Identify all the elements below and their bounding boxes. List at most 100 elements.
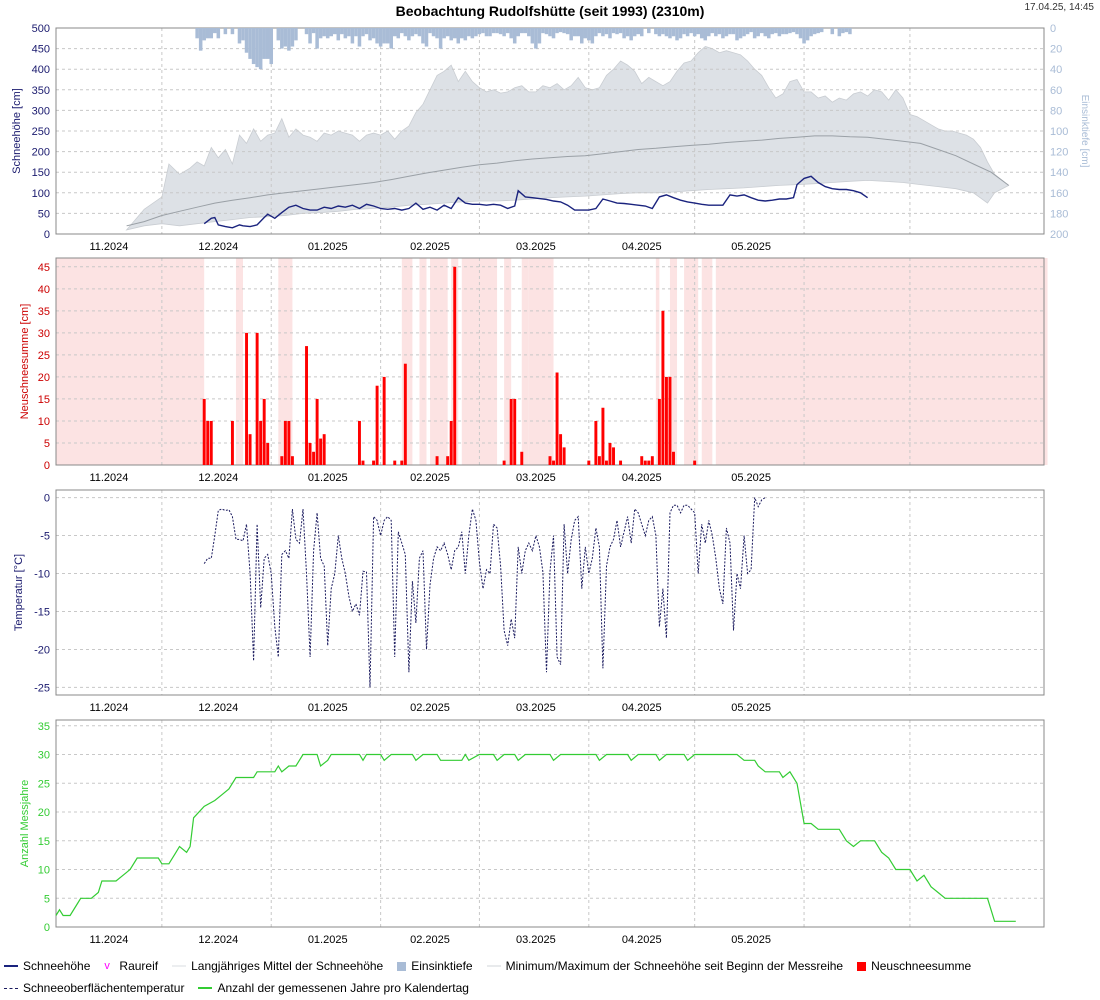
penetration-bar — [555, 28, 559, 34]
penetration-bar — [685, 28, 690, 37]
new-snow-bar — [548, 456, 552, 465]
penetration-bar — [198, 28, 203, 51]
penetration-bar — [435, 28, 439, 39]
x-tick-label: 12.2024 — [198, 241, 238, 253]
penetration-bar — [269, 28, 274, 65]
missing-data-band — [701, 258, 713, 465]
penetration-bar — [587, 28, 591, 41]
x-tick-label: 02.2025 — [410, 241, 450, 253]
y-tick-label: 30 — [38, 328, 50, 340]
y-tick-label: 5 — [44, 893, 50, 905]
penetration-bar — [756, 28, 760, 37]
penetration-bar — [502, 28, 506, 37]
x-tick-label: 03.2025 — [516, 472, 556, 484]
penetration-bar — [230, 28, 235, 35]
missing-data-band — [521, 258, 529, 465]
y-tick-label: 200 — [32, 147, 50, 159]
y-tick-label: 400 — [32, 64, 50, 76]
new-snow-bar — [612, 447, 615, 465]
penetration-bar — [392, 28, 397, 37]
new-snow-bar — [322, 434, 326, 465]
legend-label-rime: Raureif — [119, 959, 159, 973]
y-tick-label: 10 — [38, 865, 50, 877]
penetration-bar — [424, 28, 429, 47]
new-snow-bar — [640, 456, 644, 465]
new-snow-bar — [446, 456, 450, 465]
y-axis-label: Neuschneesumme [cm] — [19, 304, 31, 420]
penetration-bar — [505, 28, 510, 34]
new-snow-bar — [393, 460, 397, 465]
penetration-bar — [615, 28, 619, 35]
penetration-bar — [816, 28, 820, 34]
penetration-bar — [805, 28, 810, 41]
new-snow-bar — [202, 398, 206, 465]
penetration-bar — [491, 28, 496, 34]
penetration-bar — [368, 28, 372, 41]
y-tick-label: 0 — [44, 460, 50, 472]
penetration-bar — [456, 28, 461, 44]
new-snow-bar — [266, 442, 270, 465]
penetration-bar — [654, 28, 658, 35]
mean-depth-line — [126, 135, 1009, 227]
missing-data-band — [278, 258, 293, 465]
x-tick-label: 02.2025 — [410, 702, 450, 714]
legend-item-years: Anzahl der gemessenen Jahre pro Kalender… — [198, 981, 469, 995]
penetration-bar — [216, 28, 221, 39]
penetration-bar — [661, 28, 665, 35]
y2-tick-label: 180 — [1050, 208, 1068, 220]
penetration-bar — [205, 28, 210, 39]
new-snow-bar — [608, 442, 612, 465]
legend-item-snow-depth: Schneehöhe — [4, 959, 90, 973]
legend: Schneehöhe v Raureif Langjähriges Mittel… — [4, 955, 1094, 999]
new-snow-bar — [259, 420, 263, 465]
penetration-bar — [798, 28, 803, 39]
penetration-bar — [558, 28, 563, 33]
penetration-bar — [721, 28, 725, 39]
penetration-bar — [608, 28, 612, 39]
penetration-bar — [791, 28, 796, 33]
penetration-bar — [657, 28, 662, 37]
new-snow-bar — [290, 456, 294, 465]
y-axis-label: Temperatur [°C] — [13, 554, 25, 631]
legend-label-minmax: Minimum/Maximum der Schneehöhe seit Begi… — [505, 959, 844, 973]
new-snow-bar — [262, 398, 266, 465]
penetration-bar — [498, 28, 503, 35]
new-snow-bar — [509, 398, 513, 465]
legend-label-surface-temp: Schneeoberflächentemperatur — [23, 981, 185, 995]
new-snow-bar — [672, 451, 675, 465]
new-snow-bar — [209, 420, 213, 465]
missing-data-band — [655, 258, 660, 465]
new-snow-bar — [587, 460, 591, 465]
new-snow-bar — [308, 442, 312, 465]
y-axis-label: Anzahl Messjahre — [19, 780, 31, 867]
penetration-bar — [340, 28, 344, 35]
new-snow-bar — [372, 460, 376, 465]
new-snow-bar — [280, 456, 284, 465]
penetration-bar — [241, 28, 245, 41]
penetration-bar — [378, 28, 383, 47]
legend-label-snow-depth: Schneehöhe — [23, 959, 91, 973]
y2-tick-label: 20 — [1050, 44, 1062, 56]
penetration-bar — [258, 28, 263, 70]
penetration-bar — [354, 28, 358, 37]
penetration-bar — [671, 28, 676, 37]
y2-tick-label: 60 — [1050, 85, 1062, 97]
penetration-bar — [534, 28, 538, 49]
legend-item-surface-temp: Schneeoberflächentemperatur — [4, 981, 184, 995]
legend-item-rime: v Raureif — [104, 959, 158, 973]
y-tick-label: 20 — [38, 372, 50, 384]
penetration-bar — [237, 28, 242, 44]
penetration-bar — [371, 28, 376, 39]
penetration-bar — [682, 28, 686, 35]
penetration-bar — [516, 28, 521, 37]
new-snow-bar — [248, 434, 252, 465]
new-snow-bar — [693, 460, 697, 465]
new-snow-bar — [502, 460, 506, 465]
penetration-bar — [819, 28, 824, 33]
x-tick-label: 01.2025 — [308, 241, 348, 253]
timestamp: 17.04.25, 14:45 — [1024, 2, 1094, 13]
penetration-bar — [364, 28, 369, 35]
y-tick-label: 450 — [32, 44, 50, 56]
penetration-bar — [774, 28, 778, 34]
x-tick-label: 11.2024 — [89, 934, 128, 946]
